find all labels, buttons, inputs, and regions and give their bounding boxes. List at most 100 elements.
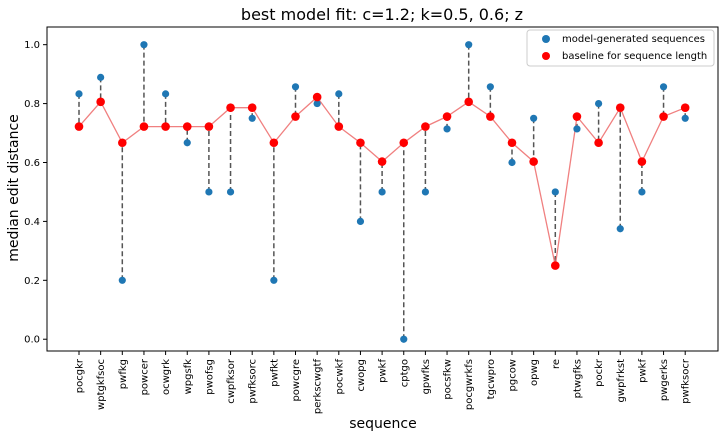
model-point: [291, 83, 300, 91]
x-tick-label: cptgo: [399, 359, 410, 387]
model-point: [97, 73, 105, 81]
legend-box: [526, 29, 715, 67]
x-tick-label: gpwfks: [421, 359, 432, 394]
baseline-point: [615, 103, 625, 113]
x-tick-label: pwkf: [378, 359, 389, 383]
model-point: [443, 125, 451, 133]
model-point: [530, 114, 538, 122]
baseline-point: [139, 122, 149, 131]
x-tick-label: pwfksocr: [681, 358, 692, 404]
y-axis-label: median edit distance: [6, 114, 22, 262]
baseline-point: [312, 92, 322, 102]
model-point: [270, 276, 278, 284]
baseline-point: [421, 122, 430, 131]
baseline-point: [226, 103, 235, 113]
model-point: [75, 90, 83, 98]
x-tick-label: perkscwgtf: [313, 359, 324, 415]
x-tick-label: pwfksorc: [248, 359, 259, 404]
model-point: [205, 188, 213, 196]
x-tick-label: tgcwpro: [486, 359, 497, 399]
model-point: [659, 83, 668, 91]
legend-marker-baseline: [542, 52, 550, 60]
model-point: [400, 335, 408, 343]
model-point: [118, 276, 126, 284]
baseline-point: [118, 138, 127, 148]
model-point: [140, 41, 148, 49]
y-tick-label: 0.2: [24, 276, 40, 287]
x-tick-label: pgcow: [508, 359, 519, 392]
x-tick-label: powcgre: [291, 359, 302, 402]
model-point: [183, 139, 191, 147]
x-tick-label: cwpfksor: [226, 358, 237, 404]
model-point: [551, 188, 559, 196]
model-point: [616, 225, 624, 233]
baseline-point: [486, 112, 495, 121]
baseline-point: [269, 138, 279, 148]
x-tick-label: re: [551, 359, 562, 369]
baseline-point: [529, 157, 538, 166]
x-tick-label: powcer: [139, 358, 150, 395]
chart-title: best model fit: c=1.2; k=0.5, 0.6; z: [241, 5, 523, 24]
x-tick-label: ptwgfks: [572, 359, 583, 398]
baseline-point: [334, 122, 344, 131]
y-tick-label: 0.6: [24, 158, 40, 169]
model-point: [465, 41, 473, 49]
baseline-point: [291, 112, 300, 121]
plot-frame: [46, 26, 719, 352]
x-tick-label: pocwkf: [334, 359, 345, 395]
model-point: [638, 188, 646, 196]
baseline-point: [572, 112, 582, 121]
model-point: [226, 188, 235, 196]
x-tick-label: ocwgrk: [161, 359, 172, 395]
baseline-point: [204, 122, 214, 131]
model-point: [508, 158, 516, 167]
x-tick-label: opwg: [529, 359, 540, 386]
x-tick-label: pwkf: [637, 359, 648, 383]
legend-label-baseline: baseline for sequence length: [562, 51, 707, 62]
legend-marker-model: [542, 35, 550, 43]
x-axis-label: sequence: [349, 416, 416, 432]
model-point: [486, 83, 494, 91]
baseline-point: [161, 122, 170, 131]
baseline-point: [247, 103, 257, 113]
x-tick-label: pocgwrkfs: [464, 359, 475, 410]
x-tick-label: wptgkfsoc: [96, 359, 107, 410]
x-tick-label: pwofsg: [204, 359, 215, 395]
model-point: [335, 90, 343, 98]
model-point: [681, 114, 689, 122]
baseline-point: [96, 97, 105, 107]
baseline-point: [637, 157, 647, 166]
model-point: [595, 99, 603, 108]
model-point: [378, 188, 386, 196]
x-tick-label: pwfkg: [118, 359, 129, 389]
model-point: [573, 125, 581, 133]
x-tick-label: pockr: [594, 358, 605, 387]
baseline-point: [182, 122, 192, 131]
baseline-point: [377, 157, 387, 166]
model-point: [162, 90, 170, 98]
baseline-point: [464, 97, 474, 107]
baseline-point: [594, 138, 603, 148]
x-tick-label: cwopg: [356, 359, 367, 392]
x-tick-label: gwpfrkst: [616, 359, 627, 403]
baseline-point: [356, 138, 365, 148]
baseline-point: [507, 138, 517, 148]
model-point: [313, 99, 321, 108]
model-point: [356, 217, 365, 225]
y-tick-label: 1.0: [24, 40, 40, 51]
model-point: [421, 188, 429, 196]
baseline-point: [442, 112, 452, 121]
baseline-point: [74, 122, 84, 131]
x-tick-label: pwgerks: [659, 359, 670, 401]
y-tick-label: 0.4: [24, 217, 40, 228]
x-tick-label: pwfkt: [269, 359, 280, 387]
model-point: [248, 114, 256, 122]
y-tick-label: 0.8: [24, 99, 40, 110]
legend: model-generated sequences baseline for s…: [526, 29, 715, 67]
legend-label-model: model-generated sequences: [562, 34, 705, 45]
baseline-point: [680, 103, 690, 113]
baseline-point: [659, 112, 668, 121]
x-tick-label: wpgsfk: [183, 359, 194, 395]
y-tick-label: 0.0: [24, 335, 40, 346]
